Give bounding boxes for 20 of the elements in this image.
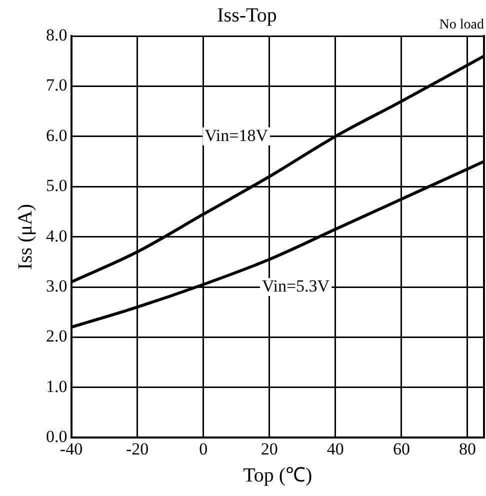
x-tick-label: 60 [392, 439, 410, 458]
x-tick-label: -20 [126, 439, 149, 458]
chart-title: Iss-Top [217, 4, 277, 26]
y-tick-label: 8.0 [46, 25, 68, 44]
y-axis-title: Iss (μA) [14, 204, 36, 270]
y-tick-label: 6.0 [46, 126, 68, 145]
x-tick-label: 20 [260, 439, 278, 458]
y-tick-label: 7.0 [46, 76, 68, 95]
text: No load [439, 18, 484, 33]
y-tick-label: 5.0 [46, 176, 68, 196]
y-tick-label: 3.0 [46, 276, 68, 296]
x-axis-title: Top (℃) [243, 464, 312, 486]
series-label: Vin=18V [204, 126, 269, 145]
series-label: Vin=5.3V [262, 276, 330, 296]
y-tick-label: 1.0 [46, 376, 68, 396]
y-tick-label: 2.0 [46, 326, 68, 346]
x-tick-label: 40 [326, 439, 344, 458]
y-tick-label: 4.0 [46, 226, 68, 246]
x-tick-label: 0 [199, 439, 208, 458]
x-tick-label: 80 [458, 439, 476, 458]
